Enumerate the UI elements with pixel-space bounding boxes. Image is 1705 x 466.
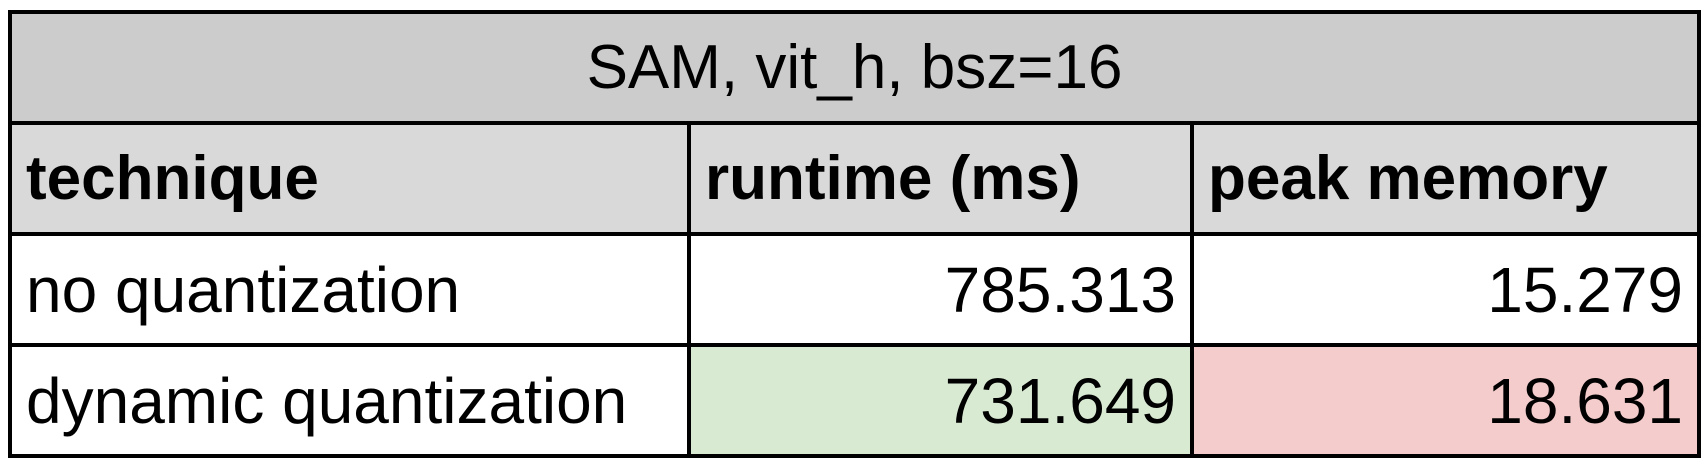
table-row: dynamic quantization 731.649 18.631: [8, 343, 1701, 458]
table-title: SAM, vit_h, bsz=16: [8, 10, 1701, 125]
cell-runtime-dynamic-quantization: 731.649: [687, 343, 1194, 458]
table-row: no quantization 785.313 15.279: [8, 232, 1701, 347]
cell-peak-memory-no-quantization: 15.279: [1190, 232, 1701, 347]
cell-runtime-no-quantization: 785.313: [687, 232, 1194, 347]
results-table-container: SAM, vit_h, bsz=16 technique runtime (ms…: [8, 10, 1701, 458]
cell-peak-memory-dynamic-quantization: 18.631: [1190, 343, 1701, 458]
column-header-technique: technique: [8, 121, 691, 236]
results-table: SAM, vit_h, bsz=16 technique runtime (ms…: [8, 10, 1701, 458]
header-row: technique runtime (ms) peak memory: [8, 121, 1701, 236]
column-header-peak-memory: peak memory: [1190, 121, 1701, 236]
title-row: SAM, vit_h, bsz=16: [8, 10, 1701, 125]
cell-technique-no-quantization: no quantization: [8, 232, 691, 347]
cell-technique-dynamic-quantization: dynamic quantization: [8, 343, 691, 458]
column-header-runtime: runtime (ms): [687, 121, 1194, 236]
